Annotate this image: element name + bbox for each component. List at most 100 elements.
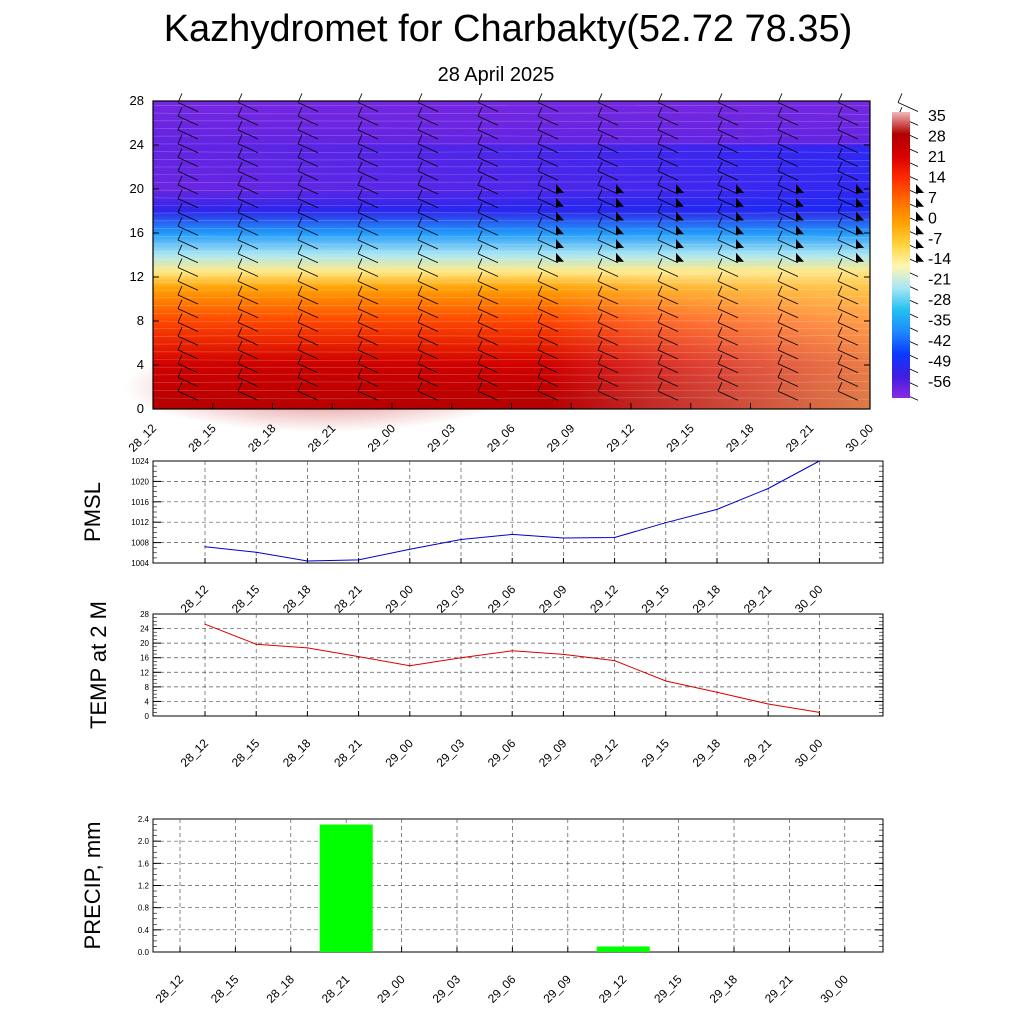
wind-barb <box>837 143 859 154</box>
wind-barb <box>477 363 499 374</box>
wind-barb <box>237 349 259 360</box>
x-tick-label: 29_15 <box>638 736 672 770</box>
x-tick-label: 29_12 <box>587 736 621 770</box>
wind-barb-tick <box>177 189 183 199</box>
wind-barb-tick <box>837 299 843 309</box>
colorbar-label: -35 <box>928 313 951 330</box>
wind-barb <box>417 157 439 167</box>
wind-barb <box>657 102 679 112</box>
wind-barb-tick <box>237 299 243 309</box>
wind-barb <box>477 102 499 112</box>
wind-barb-tick <box>537 107 543 117</box>
wind-pennant <box>556 225 564 235</box>
wind-barb-tick <box>357 244 363 254</box>
y-tick-label: 0.8 <box>138 904 150 913</box>
wind-barb-tick <box>357 258 363 268</box>
wind-barb <box>717 280 739 291</box>
wind-barb-tick <box>177 107 183 117</box>
wind-barb <box>537 322 559 332</box>
wind-barb-tick <box>237 134 243 144</box>
wind-barb-tick <box>177 148 183 158</box>
wind-barb <box>597 129 619 140</box>
wind-barb <box>237 335 259 346</box>
wind-barb <box>657 308 679 319</box>
wind-barb-tick <box>657 299 663 309</box>
wind-barb <box>297 267 319 277</box>
wind-barb <box>237 143 259 154</box>
wind-barb <box>837 212 859 222</box>
wind-barb-tick <box>537 327 543 337</box>
wind-pennant <box>856 197 864 207</box>
wind-barb <box>777 212 799 222</box>
wind-barb-tick <box>417 189 423 199</box>
wind-barb <box>357 322 379 332</box>
page-date: 28 April 2025 <box>437 64 555 86</box>
data-point <box>716 691 718 693</box>
y-tick-label: 0.0 <box>138 948 150 957</box>
wind-pennant <box>856 211 864 221</box>
contour-line <box>152 334 871 337</box>
wind-barb <box>177 129 199 140</box>
wind-barb-tick <box>477 354 483 364</box>
wind-barb <box>837 115 859 126</box>
wind-barb-tick <box>177 313 183 323</box>
x-tick-label: 29_12 <box>596 972 630 1006</box>
wind-barb-tick <box>777 258 783 268</box>
wind-barb <box>177 157 199 167</box>
wind-barb-tick <box>777 299 783 309</box>
wind-barb <box>177 102 199 112</box>
wind-barb <box>597 322 619 332</box>
wind-barb-tick <box>357 368 363 378</box>
y-tick-label: 8 <box>145 683 150 692</box>
wind-barb <box>717 377 739 387</box>
wind-barb <box>357 280 379 291</box>
wind-barb-tick <box>357 382 363 392</box>
wind-barb <box>417 129 439 140</box>
wind-barb-tick <box>597 382 603 392</box>
wind-barb <box>417 363 439 374</box>
wind-barb <box>297 280 319 291</box>
x-tick-label: 29_18 <box>690 582 724 616</box>
wind-barb <box>237 239 259 250</box>
wind-barb-tick <box>597 340 603 351</box>
wind-pennant <box>916 183 924 193</box>
wind-barb <box>477 294 499 305</box>
wind-barb <box>837 129 859 140</box>
wind-barb <box>177 308 199 319</box>
wind-barb-tick <box>297 313 303 323</box>
x-tick-label: 29_21 <box>741 736 775 770</box>
wind-barb <box>717 225 739 236</box>
wind-barb-tick <box>837 244 843 254</box>
wind-barb <box>777 308 799 319</box>
colorbar-label: -49 <box>928 354 951 371</box>
wind-barb <box>837 184 859 195</box>
wind-barb <box>717 212 739 222</box>
x-tick-label: 29_18 <box>707 972 741 1006</box>
wind-barb <box>237 225 259 236</box>
wind-barb <box>777 390 799 401</box>
wind-barb <box>657 198 679 209</box>
wind-barb-tick <box>597 148 603 158</box>
wind-barb-tick <box>177 217 183 227</box>
wind-barb-tick <box>537 244 543 254</box>
wind-barb <box>357 267 379 277</box>
wind-barb <box>837 170 859 181</box>
wind-barb-tick <box>777 285 783 296</box>
wind-barb <box>417 198 439 209</box>
wind-pennant <box>556 197 564 207</box>
wind-barb-tick <box>657 313 663 323</box>
wind-barb <box>597 143 619 154</box>
wind-barb <box>837 377 859 387</box>
wind-barb <box>417 115 439 126</box>
colorbar-label: -42 <box>928 333 951 350</box>
wind-barb-tick <box>837 203 843 213</box>
wind-pennant <box>616 225 624 235</box>
wind-barb <box>777 280 799 291</box>
wind-barb-tick <box>777 189 783 199</box>
wind-pennant <box>916 238 924 248</box>
wind-barb-tick <box>477 368 483 378</box>
wind-barb-tick <box>177 340 183 351</box>
wind-barb <box>657 377 679 387</box>
wind-barb <box>297 212 319 222</box>
wind-barb <box>177 115 199 126</box>
